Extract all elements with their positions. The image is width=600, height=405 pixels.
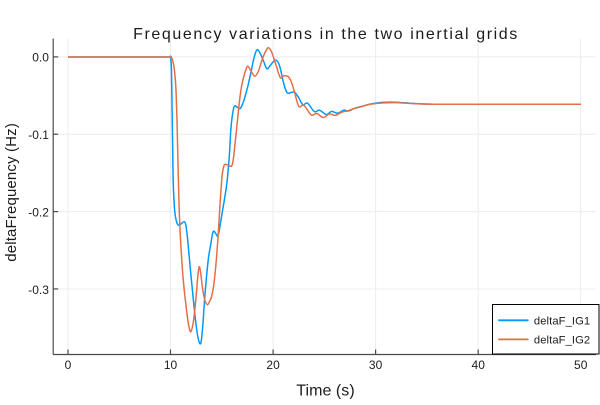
svg-text:Time (s): Time (s) (296, 382, 354, 399)
svg-text:-0.2: -0.2 (28, 205, 49, 219)
svg-text:deltaF_IG1: deltaF_IG1 (534, 316, 590, 328)
svg-text:30: 30 (369, 358, 383, 372)
svg-text:40: 40 (472, 358, 486, 372)
svg-text:deltaF_IG2: deltaF_IG2 (534, 335, 590, 347)
svg-text:50: 50 (574, 358, 588, 372)
svg-text:20: 20 (266, 358, 280, 372)
svg-text:0.0: 0.0 (32, 51, 49, 65)
svg-text:deltaFrequency (Hz): deltaFrequency (Hz) (3, 123, 20, 262)
svg-text:10: 10 (164, 358, 178, 372)
svg-text:0: 0 (65, 358, 72, 372)
svg-text:Frequency variations in the tw: Frequency variations in the two inertial… (133, 26, 519, 43)
svg-text:-0.1: -0.1 (28, 128, 49, 142)
svg-text:-0.3: -0.3 (28, 283, 49, 297)
